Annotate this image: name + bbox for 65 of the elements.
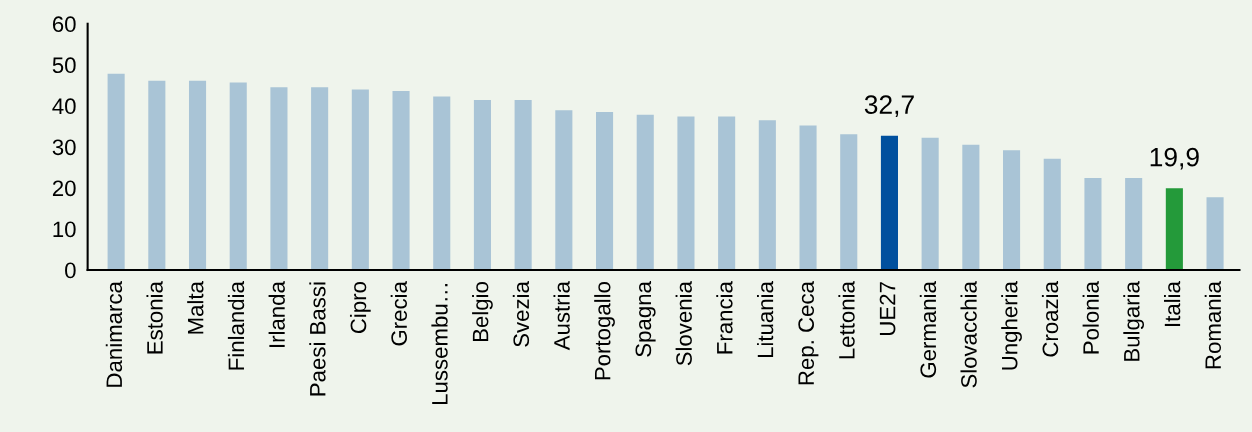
x-tick-label: Portogallo [594, 282, 615, 380]
x-tick-label: Belgio [472, 282, 493, 342]
x-tick-label: Slovacchia [960, 281, 977, 388]
bar [107, 73, 125, 270]
y-tick-label: 40 [52, 98, 76, 115]
x-tick-label: Croazia [1041, 281, 1059, 357]
x-tick-label: Lussembu… [431, 284, 448, 405]
y-tick-label: 30 [52, 139, 76, 156]
y-tick-label: 10 [53, 221, 76, 238]
x-tick-label: Estonia [146, 281, 163, 354]
bar [148, 80, 166, 270]
bar [962, 144, 980, 270]
x-tick-label: Bulgaria [1123, 281, 1145, 361]
x-tick-label: Slovenia [675, 281, 692, 366]
bar [921, 137, 939, 270]
bar [351, 89, 369, 270]
bar [270, 87, 288, 270]
bar [596, 112, 614, 270]
x-tick-label: UE27 [879, 282, 896, 335]
y-tick-label: 0 [65, 262, 76, 279]
x-tick-label: Grecia [390, 281, 407, 346]
x-tick-label: Romania [1204, 281, 1222, 369]
bar [799, 125, 817, 270]
bar [1003, 150, 1021, 270]
x-tick-label: Lettonia [838, 281, 855, 359]
x-tick-label: Danimarca [105, 281, 123, 387]
x-tick-label: Italia [1164, 281, 1181, 326]
bar [392, 91, 410, 270]
x-tick-label: Lituania [756, 281, 774, 358]
x-tick-label: Paesi Bassi [309, 282, 326, 396]
x-tick-label: Francia [716, 281, 733, 354]
x-tick-label: Malta [187, 281, 204, 334]
bar [718, 116, 736, 270]
x-tick-label: Irlanda [268, 281, 285, 347]
bar [229, 82, 247, 270]
x-tick-label: Ungheria [1001, 281, 1022, 370]
x-tick-label: Germania [919, 281, 937, 378]
x-tick-label: Svezia [512, 281, 530, 347]
data-label: 32,7 [864, 95, 914, 118]
bar [1206, 197, 1224, 270]
bar [555, 110, 573, 270]
bar [758, 120, 776, 270]
bar [433, 96, 451, 270]
bar [1043, 158, 1061, 270]
bar [1084, 178, 1102, 270]
bar [677, 116, 695, 270]
x-tick-label: Finlandia [227, 281, 245, 370]
x-tick-label: Rep. Ceca [798, 281, 819, 385]
bar [188, 80, 207, 270]
y-tick-label: 50 [52, 57, 76, 74]
bar [514, 100, 532, 270]
bar [311, 87, 329, 270]
bar [636, 114, 654, 270]
bar [880, 135, 898, 270]
bar [1165, 188, 1183, 270]
x-tick-label: Austria [553, 281, 570, 351]
y-tick-label: 60 [52, 16, 76, 33]
x-tick-label: Cipro [349, 282, 371, 334]
bar [473, 100, 491, 270]
bar [840, 134, 858, 270]
x-tick-label: Polonia [1082, 281, 1099, 354]
data-label: 19,9 [1150, 147, 1199, 170]
bar [1125, 178, 1143, 270]
y-tick-label: 20 [52, 180, 76, 197]
x-tick-label: Spagna [635, 281, 656, 357]
